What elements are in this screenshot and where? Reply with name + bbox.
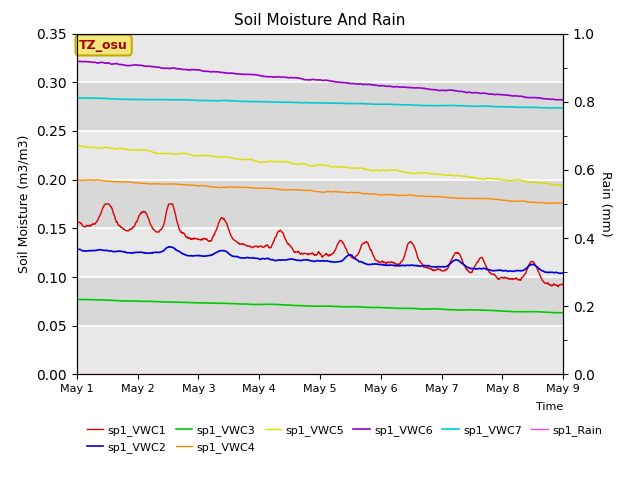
sp1_VWC6 [73, 58, 81, 64]
sp1_VWC2 [73, 246, 81, 252]
sp1_VWC1 [73, 220, 81, 226]
sp1_VWC4 [559, 200, 567, 206]
sp1_VWC7 [543, 105, 550, 110]
sp1_VWC7 [96, 96, 104, 101]
sp1_VWC6 [536, 95, 543, 101]
sp1_VWC3 [96, 297, 104, 303]
sp1_VWC1 [101, 201, 109, 207]
Line: sp1_VWC4: sp1_VWC4 [77, 180, 563, 204]
sp1_VWC5 [275, 159, 283, 165]
sp1_VWC6 [164, 65, 172, 71]
sp1_VWC1 [275, 228, 283, 234]
sp1_VWC2 [96, 247, 104, 252]
Title: Soil Moisture And Rain: Soil Moisture And Rain [234, 13, 406, 28]
Bar [77, 277, 563, 326]
Y-axis label: Soil Moisture (m3/m3): Soil Moisture (m3/m3) [18, 135, 31, 273]
sp1_VWC7 [163, 97, 171, 103]
sp1_VWC6 [553, 97, 561, 103]
sp1_VWC5 [73, 143, 81, 148]
sp1_Rain [535, 372, 543, 377]
sp1_VWC7 [275, 99, 282, 105]
sp1_VWC5 [74, 143, 82, 148]
sp1_VWC3 [360, 304, 367, 310]
Line: sp1_VWC3: sp1_VWC3 [77, 300, 563, 313]
sp1_VWC5 [554, 183, 562, 189]
sp1_Rain [163, 372, 171, 377]
sp1_VWC2 [275, 257, 283, 263]
sp1_VWC5 [360, 166, 368, 171]
sp1_VWC6 [275, 74, 283, 80]
sp1_VWC6 [543, 96, 551, 102]
sp1_Rain [275, 372, 282, 377]
sp1_VWC1 [164, 205, 172, 211]
sp1_Rain [96, 372, 104, 377]
sp1_VWC2 [163, 245, 171, 251]
Line: sp1_VWC7: sp1_VWC7 [77, 98, 563, 108]
Y-axis label: Rain (mm): Rain (mm) [598, 171, 612, 237]
sp1_VWC4 [73, 178, 81, 183]
sp1_VWC3 [535, 309, 543, 315]
sp1_VWC4 [97, 178, 104, 183]
sp1_VWC4 [543, 201, 551, 206]
Bar [77, 0, 563, 34]
sp1_VWC3 [163, 299, 171, 305]
sp1_VWC3 [543, 309, 550, 315]
sp1_VWC4 [164, 181, 172, 187]
sp1_VWC1 [559, 282, 567, 288]
Bar [77, 131, 563, 180]
sp1_VWC1 [360, 240, 368, 246]
sp1_VWC1 [96, 213, 104, 218]
sp1_VWC1 [554, 284, 562, 289]
sp1_VWC5 [543, 180, 551, 186]
sp1_VWC7 [535, 105, 543, 110]
Legend: sp1_VWC1, sp1_VWC2, sp1_VWC3, sp1_VWC4, sp1_VWC5, sp1_VWC6, sp1_VWC7, sp1_Rain: sp1_VWC1, sp1_VWC2, sp1_VWC3, sp1_VWC4, … [83, 421, 607, 457]
sp1_VWC7 [73, 95, 81, 101]
sp1_VWC4 [545, 201, 552, 206]
sp1_VWC7 [360, 101, 367, 107]
sp1_VWC2 [360, 260, 368, 266]
sp1_VWC1 [543, 281, 551, 287]
Text: Time: Time [536, 402, 563, 412]
sp1_VWC6 [360, 82, 368, 87]
Line: sp1_VWC6: sp1_VWC6 [77, 61, 563, 100]
sp1_VWC4 [360, 191, 368, 196]
sp1_VWC2 [165, 244, 173, 250]
Bar [77, 180, 563, 228]
Bar [77, 326, 563, 374]
Bar [77, 82, 563, 131]
sp1_VWC5 [559, 182, 567, 188]
sp1_VWC4 [536, 200, 543, 205]
Line: sp1_VWC2: sp1_VWC2 [77, 247, 563, 274]
sp1_Rain [543, 372, 550, 377]
sp1_Rain [559, 372, 567, 377]
sp1_VWC2 [543, 269, 551, 275]
sp1_Rain [360, 372, 367, 377]
sp1_VWC5 [97, 145, 104, 151]
Line: sp1_VWC5: sp1_VWC5 [77, 145, 563, 186]
sp1_VWC2 [559, 271, 567, 276]
sp1_VWC4 [85, 177, 93, 183]
sp1_VWC7 [559, 105, 567, 111]
sp1_VWC3 [275, 301, 282, 307]
sp1_VWC3 [559, 310, 567, 316]
sp1_VWC6 [559, 97, 567, 103]
Line: sp1_VWC1: sp1_VWC1 [77, 204, 563, 287]
Text: TZ_osu: TZ_osu [79, 39, 128, 52]
sp1_VWC4 [275, 187, 283, 192]
Bar [77, 228, 563, 277]
sp1_VWC3 [73, 297, 81, 302]
sp1_VWC7 [546, 105, 554, 111]
sp1_VWC2 [536, 266, 543, 272]
sp1_VWC6 [74, 58, 81, 64]
sp1_VWC6 [97, 60, 104, 65]
Bar [77, 34, 563, 82]
sp1_Rain [73, 372, 81, 377]
sp1_VWC5 [164, 150, 172, 156]
sp1_VWC5 [536, 180, 543, 186]
sp1_VWC1 [536, 271, 543, 276]
